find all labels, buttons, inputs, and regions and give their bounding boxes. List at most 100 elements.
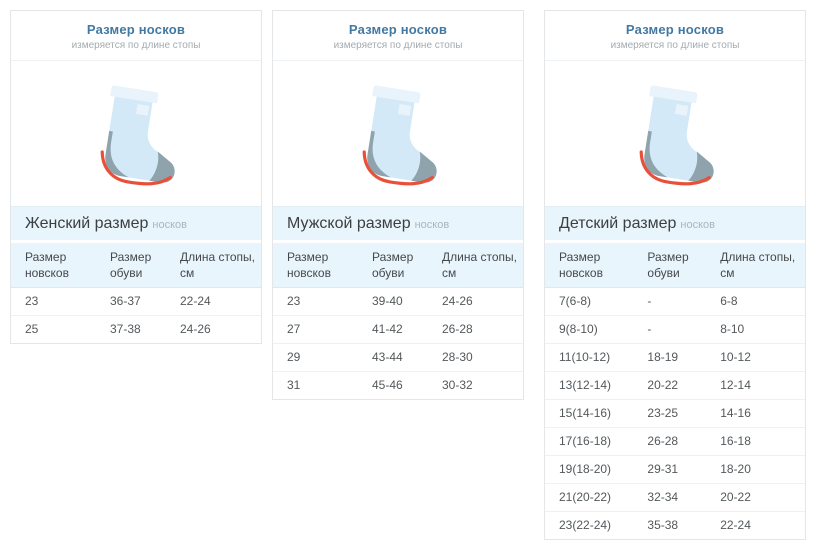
section-title: Детский размер — [559, 215, 677, 232]
card-header: Размер носков измеряется по длине стопы — [545, 11, 805, 61]
table-cell: 18-20 — [706, 455, 805, 485]
section-title-bar: Детский размер носков — [545, 206, 805, 243]
table-header-cell: Размер обуви — [633, 243, 707, 289]
table-cell: 20-22 — [633, 371, 707, 401]
size-chart-card-kids: Размер носков измеряется по длине стопы … — [544, 10, 806, 540]
table-row: 7(6-8) -6-8 — [545, 287, 805, 317]
table-cell: 45-46 — [372, 378, 403, 393]
table-cell: 8-10 — [706, 315, 805, 345]
size-chart-card-women: Размер носков измеряется по длине стопы … — [10, 10, 262, 345]
table-cell: 32-34 — [633, 483, 707, 513]
section-title: Женский размер — [25, 215, 149, 232]
table-header-cell: Длина стопы, см — [706, 243, 805, 289]
table-row: 21(20-22) 32-34 20-22 — [545, 483, 805, 513]
table-cell: 21(20-22) — [545, 483, 634, 513]
table-header-cell: Длина стопы, см — [428, 243, 523, 289]
table-row: 23 36-37 22-24 — [11, 287, 261, 317]
table-header-row: Размер новсков Размер обуви Длина стопы, с… — [11, 243, 261, 289]
table-header-cell: Длина стопы, см — [166, 243, 261, 289]
table-row: 13(12-14) 20-22 12-14 — [545, 371, 805, 401]
table-cell: - — [633, 315, 707, 345]
table-cell: 43-44 — [358, 343, 428, 373]
table-header-cell: Размер новсков — [273, 243, 358, 289]
table-cell: 13(12-14) — [545, 371, 634, 401]
table-cell: 26-28 — [633, 427, 707, 457]
card-title: Размер носков — [86, 22, 186, 37]
size-table-men: Размер новсков Размер обуви Длина стопы, с… — [273, 243, 523, 399]
table-cell: 36-37 — [96, 287, 166, 317]
table-header-cell: Размер обуви — [96, 243, 166, 289]
size-table-women: Размер новсков Размер обуви Длина стопы, с… — [11, 243, 261, 343]
size-charts-row: Размер носков измеряется по длине стопы … — [10, 10, 819, 540]
section-title-bar: Мужской размер носков — [273, 206, 523, 243]
table-row: 23(22-24) 35-38 22-24 — [545, 512, 805, 540]
table-cell: 11(10-12) — [545, 343, 634, 373]
table-cell: 29 — [273, 343, 358, 373]
table-cell: 23(22-24) — [559, 518, 612, 533]
table-cell: 17(16-18) — [545, 427, 634, 457]
table-cell: 15(14-16) — [545, 399, 634, 429]
card-header: Размер носков измеряется по длине стопы — [11, 11, 261, 61]
table-row: 9(8-10) -8-10 — [545, 315, 805, 345]
table-row: 17(16-18) 26-28 16-18 — [545, 427, 805, 457]
table-row: 29 43-44 28-30 — [273, 343, 523, 373]
table-cell: 24-26 — [428, 287, 523, 317]
card-header: Размер носков измеряется по длине стопы — [273, 11, 523, 61]
table-cell: 23 — [273, 287, 358, 317]
table-cell: - — [633, 287, 707, 317]
card-title: Размер носков — [625, 22, 725, 37]
card-subtitle: измеряется по длине стопы — [71, 40, 201, 51]
size-table-kids: Размер новсков Размер обуви Длина стопы, с… — [545, 243, 805, 539]
sock-illustration — [11, 61, 261, 206]
table-cell: 31 — [287, 378, 301, 393]
table-cell: 37-38 — [110, 322, 141, 337]
table-cell: 26-28 — [428, 315, 523, 345]
table-cell: 30-32 — [442, 378, 473, 393]
table-cell: 20-22 — [706, 483, 805, 513]
sock-illustration — [273, 61, 523, 206]
table-cell: 28-30 — [428, 343, 523, 373]
card-title: Размер носков — [348, 22, 448, 37]
table-header-row: Размер новсков Размер обуви Длина стопы, с… — [545, 243, 805, 289]
table-header-row: Размер новсков Размер обуви Длина стопы, с… — [273, 243, 523, 289]
card-subtitle: измеряется по длине стопы — [610, 40, 740, 51]
table-row: 15(14-16) 23-25 14-16 — [545, 399, 805, 429]
table-header-cell: Размер новсков — [11, 243, 96, 289]
table-row: 19(18-20) 29-31 18-20 — [545, 455, 805, 485]
table-cell: 23-25 — [633, 399, 707, 429]
section-title-suffix: носков — [152, 219, 187, 231]
table-cell: 19(18-20) — [545, 455, 634, 485]
table-cell: 41-42 — [358, 315, 428, 345]
table-cell: 12-14 — [706, 371, 805, 401]
table-row: 25 37-38 24-26 — [11, 316, 261, 344]
table-cell: 25 — [25, 322, 39, 337]
table-cell: 6-8 — [706, 287, 805, 317]
table-cell: 39-40 — [358, 287, 428, 317]
section-title-bar: Женский размер носков — [11, 206, 261, 243]
table-row: 31 45-46 30-32 — [273, 372, 523, 400]
table-cell: 24-26 — [180, 322, 211, 337]
table-cell: 18-19 — [633, 343, 707, 373]
section-title-suffix: носков — [680, 219, 716, 231]
table-row: 23 39-40 24-26 — [273, 287, 523, 317]
table-cell: 22-24 — [166, 287, 261, 317]
section-title: Мужской размер — [287, 215, 411, 232]
table-cell: 23 — [11, 287, 96, 317]
table-cell: 14-16 — [706, 399, 805, 429]
table-cell: 29-31 — [633, 455, 707, 485]
table-cell: 35-38 — [647, 518, 679, 533]
section-title-suffix: носков — [414, 219, 450, 231]
table-header-cell: Размер обуви — [358, 243, 428, 289]
table-header-cell: Размер новсков — [545, 243, 634, 289]
table-cell: 10-12 — [706, 343, 805, 373]
size-chart-card-men: Размер носков измеряется по длине стопы … — [272, 10, 524, 401]
table-cell: 7(6-8) — [545, 287, 634, 317]
table-row: 27 41-42 26-28 — [273, 315, 523, 345]
table-cell: 16-18 — [706, 427, 805, 457]
table-row: 11(10-12) 18-19 10-12 — [545, 343, 805, 373]
sock-illustration — [545, 61, 805, 206]
table-cell: 9(8-10) — [545, 315, 634, 345]
table-cell: 27 — [273, 315, 358, 345]
card-subtitle: измеряется по длине стопы — [333, 40, 463, 51]
table-cell: 22-24 — [720, 518, 751, 533]
